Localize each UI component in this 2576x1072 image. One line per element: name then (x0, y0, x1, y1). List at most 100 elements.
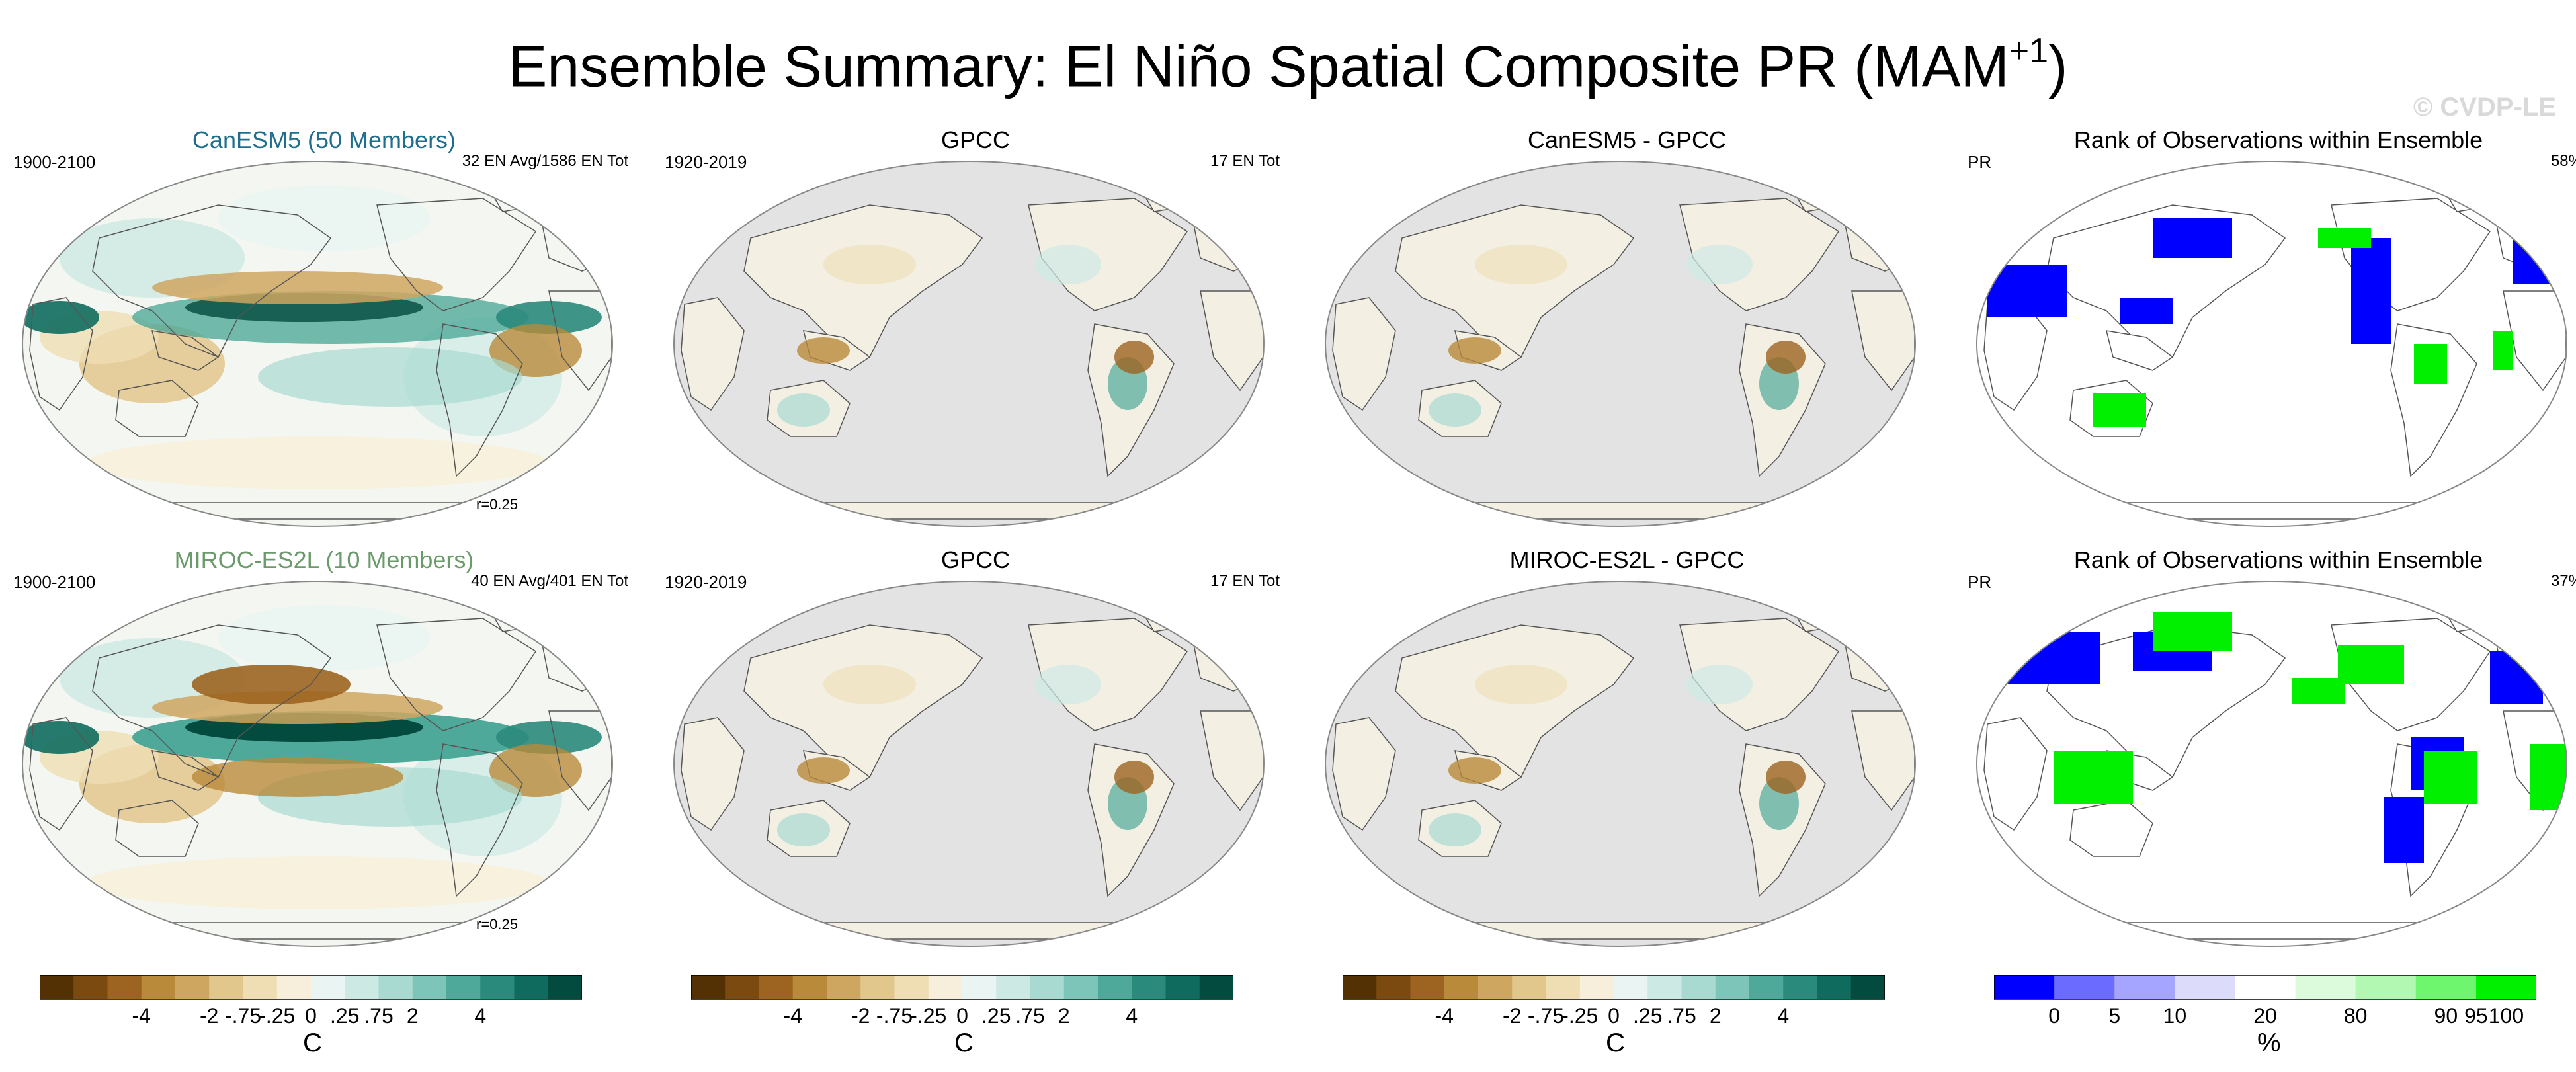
colorbar-swatch (514, 975, 549, 999)
colorbar-tick-label: 4 (1126, 1004, 1138, 1028)
anomaly-region (218, 185, 430, 251)
colorbar-swatch (378, 975, 413, 999)
panel-count-label: 37% (2550, 572, 2576, 590)
colorbar-tick-label: .25 (981, 1004, 1011, 1028)
colorbar-1: -4 -2 -.75 -.25 0 .25.75 2 4 C (40, 975, 582, 1057)
world-map (1325, 581, 1916, 947)
colorbar-swatch (2355, 975, 2417, 999)
panel-count-label: 17 EN Tot (1210, 152, 1280, 170)
colorbar-swatch (1579, 975, 1614, 999)
colorbar-swatch (759, 975, 794, 999)
continent-africa (1332, 297, 1396, 411)
colorbar-tick-label: .75 (1667, 1004, 1696, 1028)
panel-count-label: 17 EN Tot (1210, 572, 1280, 590)
colorbar-tick-label: -.75 (1528, 1004, 1564, 1028)
rank-high-region (2424, 751, 2477, 804)
colorbar-tick-label: -2 (851, 1004, 870, 1028)
map-outline (673, 161, 1265, 527)
panel-period-label: 1920-2019 (665, 572, 747, 592)
colorbar-tick-label: -2 (1503, 1004, 1521, 1028)
continent-africa (681, 717, 745, 831)
continent-australia (115, 380, 199, 437)
colorbar-swatch (1994, 975, 2055, 999)
anomaly-region (777, 393, 830, 427)
colorbar-swatch (962, 975, 997, 999)
continent-namerica (376, 198, 537, 311)
colorbar-swatch (480, 975, 515, 999)
colorbar-tick-label: .75 (1015, 1004, 1044, 1028)
watermark: © CVDP-LE (2413, 93, 2556, 122)
colorbar-swatch (2175, 975, 2235, 999)
colorbar-swatch (548, 975, 582, 999)
colorbar-tick-label: 95 (2464, 1004, 2488, 1028)
rank-high-region (2338, 645, 2404, 684)
anomaly-region (1766, 761, 1806, 794)
colorbar-swatch (311, 975, 345, 999)
map-outline (1976, 581, 2567, 947)
colorbar-swatch (1478, 975, 1513, 999)
world-map (1325, 161, 1916, 527)
continent-namerica (376, 618, 537, 731)
colorbar-svg: -4 -2 -.75-.25 0.25.75 2 4 (40, 975, 582, 1028)
map-outline (22, 581, 613, 947)
colorbar-swatch (2235, 975, 2296, 999)
map-panel-5: MIROC-ES2L (10 Members) 1900-2100 40 EN Av… (13, 546, 635, 947)
continent-samerica (436, 743, 523, 897)
colorbar-tick-label: 0 (956, 1004, 968, 1028)
colorbar-svg: -4 -2 -.75-.25 0.25.75 2 4 (691, 975, 1233, 1028)
colorbar-swatch (243, 975, 278, 999)
colorbar-unit: C (303, 1028, 322, 1057)
map-panel-7: MIROC-ES2L - GPCC (1316, 546, 1938, 947)
rank-low-region (1987, 265, 2067, 317)
colorbar-swatch (1647, 975, 1682, 999)
colorbar-tick-label: 4 (474, 1004, 486, 1028)
colorbar-tick-label: 20 (2253, 1004, 2277, 1028)
colorbar-swatch (107, 975, 142, 999)
colorbar-swatch (1410, 975, 1445, 999)
colorbar-tick-label: -2 (200, 1004, 218, 1028)
map-panel-6: GPCC 1920-2019 17 EN Tot (665, 546, 1286, 947)
anomaly-region (22, 721, 99, 754)
colorbar-swatch (446, 975, 481, 999)
panel-count-label: 40 EN Avg/401 EN Tot (471, 572, 628, 590)
map-outline (673, 581, 1265, 947)
continent-seasia (2105, 330, 2174, 371)
colorbar-swatch (175, 975, 210, 999)
figure-title-text: Ensemble Summary: El Niño Spatial Compos… (508, 33, 2009, 99)
colorbar-svg: 0 5 10 20 80 90 95 100 (1994, 975, 2536, 1028)
panel-period-label: PR (1968, 152, 1992, 172)
colorbar-tick-label: 2 (407, 1004, 419, 1028)
colorbar-swatch (2475, 975, 2536, 999)
rank-low-region (2490, 651, 2543, 704)
continent-africa (1332, 717, 1396, 831)
colorbar-swatch (1132, 975, 1166, 999)
colorbar-swatch (928, 975, 963, 999)
anomaly-region (1766, 341, 1806, 374)
rank-high-region (2292, 678, 2345, 704)
colorbar-2: -4 -2 -.75 -.25 0 .25.75 2 4 C (691, 975, 1233, 1057)
anomaly-region (1114, 341, 1154, 374)
rank-high-region (2318, 228, 2371, 248)
colorbar-swatch (2415, 975, 2477, 999)
colorbar-tick-label: 0 (2048, 1004, 2060, 1028)
continent-australia (115, 800, 199, 857)
colorbar-tick-label: 0 (1608, 1004, 1620, 1028)
pattern-correlation-label: r=0.25 (476, 916, 518, 932)
colorbar-swatch (792, 975, 827, 999)
continent-seasia (151, 750, 220, 791)
anomaly-region (1686, 665, 1753, 704)
colorbar-swatch (827, 975, 861, 999)
world-map (673, 581, 1265, 947)
figure-title: Ensemble Summary: El Niño Spatial Compos… (0, 19, 2576, 103)
panel-period-label: 1920-2019 (665, 152, 747, 172)
colorbar-swatch (73, 975, 108, 999)
colorbar-swatch (2054, 975, 2115, 999)
rank-high-region (2414, 344, 2447, 384)
anomaly-region (1114, 761, 1154, 794)
panel-title: CanESM5 - GPCC (1527, 126, 1727, 153)
figure-title-superscript: +1 (2009, 32, 2049, 70)
continent-antarctica (2025, 922, 2518, 940)
pattern-correlation-label: r=0.25 (476, 496, 518, 513)
colorbar-tick-label: -.25 (259, 1004, 295, 1028)
colorbar-swatch (1098, 975, 1132, 999)
